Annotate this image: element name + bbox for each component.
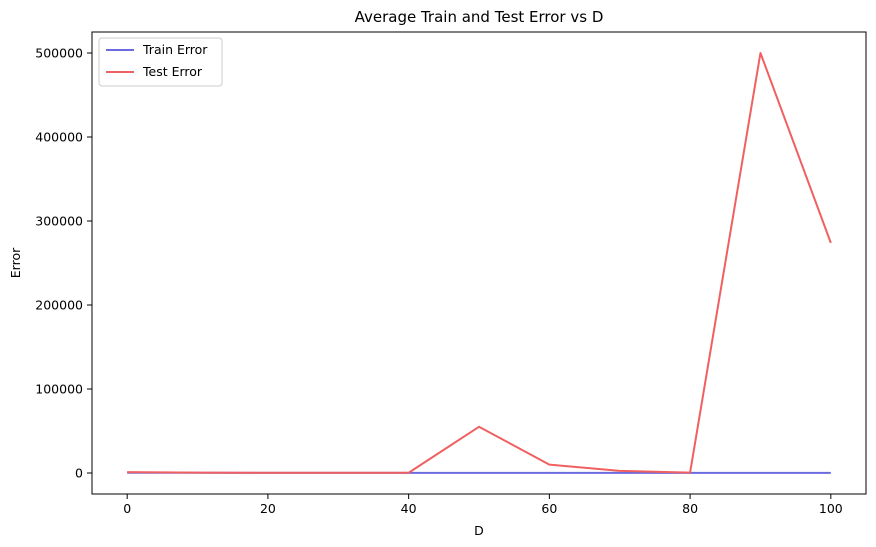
series-line-test-error — [127, 52, 832, 474]
y-axis-label: Error — [8, 247, 23, 278]
y-tick-label: 400000 — [35, 130, 83, 145]
y-axis: 0 100000 200000 300000 400000 500000 — [35, 46, 92, 481]
x-axis-label: D — [474, 523, 484, 538]
series-lines — [127, 52, 832, 474]
x-tick-label: 40 — [401, 501, 417, 516]
x-tick-label: 60 — [541, 501, 557, 516]
legend: Train Error Test Error — [98, 37, 223, 87]
y-tick-label: 200000 — [35, 298, 83, 313]
legend-label-train: Train Error — [142, 42, 208, 57]
x-tick-label: 0 — [123, 501, 131, 516]
y-tick-label: 0 — [75, 466, 83, 481]
chart-title: Average Train and Test Error vs D — [355, 8, 604, 26]
legend-label-test: Test Error — [142, 64, 203, 79]
y-tick-label: 500000 — [35, 46, 83, 61]
x-axis: 0 20 40 60 80 100 — [123, 494, 843, 516]
y-tick-label: 300000 — [35, 214, 83, 229]
y-tick-label: 100000 — [35, 382, 83, 397]
x-tick-label: 100 — [819, 501, 843, 516]
plot-area: 0 20 40 60 80 100 0 100000 200000 300000 400000 50… — [35, 31, 867, 516]
plot-frame — [91, 31, 867, 495]
x-tick-label: 20 — [260, 501, 276, 516]
x-tick-label: 80 — [682, 501, 698, 516]
